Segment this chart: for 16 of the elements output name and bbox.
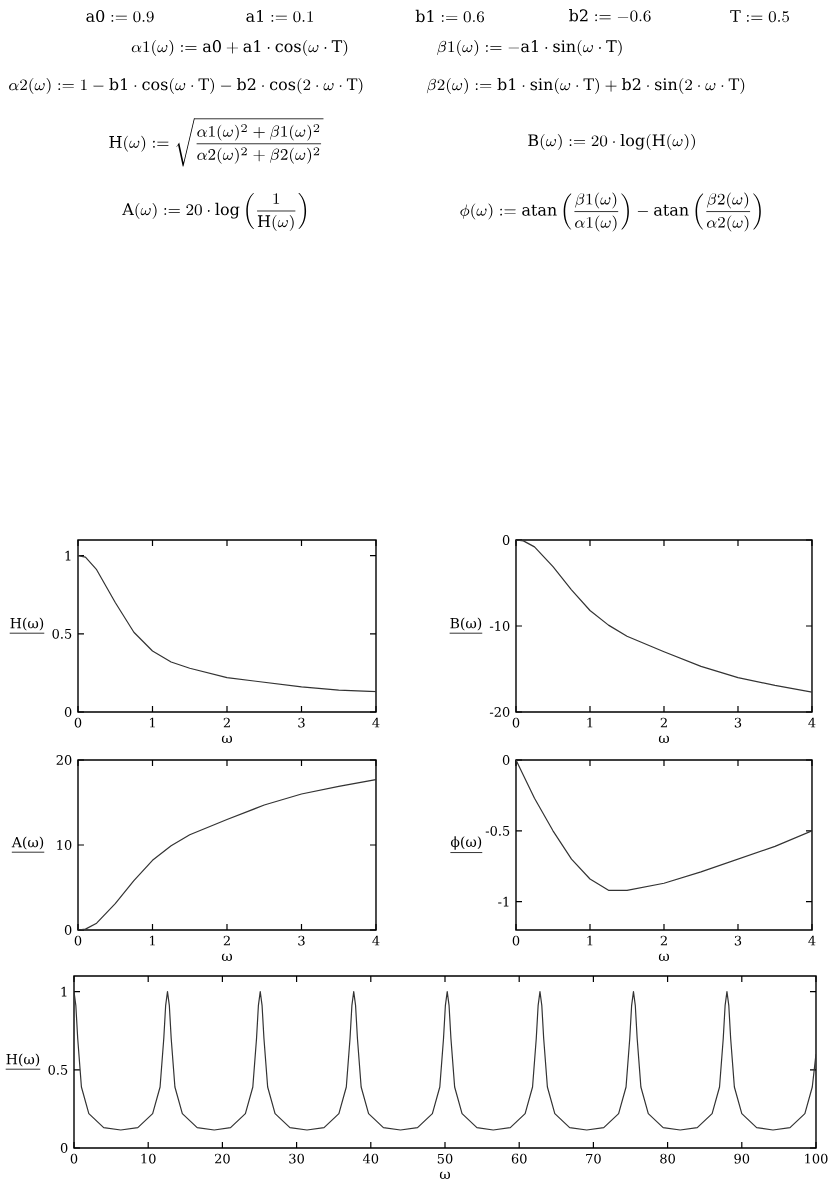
text: $\mathrm{B}(\omega) := 20\cdot\log(\mathrm{H}(\omega))$ <box>528 133 696 151</box>
text: $\beta 2(\omega) := \mathrm{b1}\cdot\sin(\omega\cdot\mathrm{T}) + \mathrm{b2}\cdot\sin(2\cdot\omega\cdot\mathrm{T})$ <box>427 77 745 95</box>
line-series <box>516 539 813 693</box>
text: $\mathrm{b1} := 0.6$ <box>415 9 485 23</box>
text: $\mathrm{b2} := -0.6$ <box>569 9 651 22</box>
line-series <box>78 778 377 930</box>
line-series <box>74 991 817 1131</box>
text: $\alpha 1(\omega) := \mathrm{a0} + \mathrm{a1}\cdot\cos(\omega\cdot\mathrm{T})$ <box>131 40 348 56</box>
text: $\mathrm{H}(\omega) := \sqrt{\frac{\alpha 1(\omega)^2 + \beta 1(\omega)^2}{\alpha 2(\omega)^2 + \beta 2(\omega)^2}}$ <box>109 118 324 167</box>
text: $\phi(\omega) := \mathrm{atan}\left(\frac{\beta 1(\omega)}{\alpha 1(\omega)}\right) - \mathrm{atan}\left(\frac{\beta 2(\omega)}{\alpha 2(\omega)}\right)$ <box>460 192 761 232</box>
text: $\beta 1(\omega) := -\mathrm{a1}\cdot\sin(\omega\cdot\mathrm{T})$ <box>437 40 622 56</box>
text: $\mathrm{a1} := 0.1$ <box>246 9 314 23</box>
text: $\mathrm{a0} := 0.9$ <box>86 9 154 23</box>
text: $\mathrm{A}(\omega) := 20\cdot\log\left(\frac{1}{\mathrm{H}(\omega)}\right)$ <box>122 192 307 231</box>
text: $\alpha 2(\omega) := 1 - \mathrm{b1}\cdot\cos(\omega\cdot\mathrm{T}) - \mathrm{b2}\cdot\cos(2\cdot\omega\cdot\mathrm{T})$ <box>9 77 363 95</box>
text: $\mathrm{T} := 0.5$ <box>730 10 790 23</box>
